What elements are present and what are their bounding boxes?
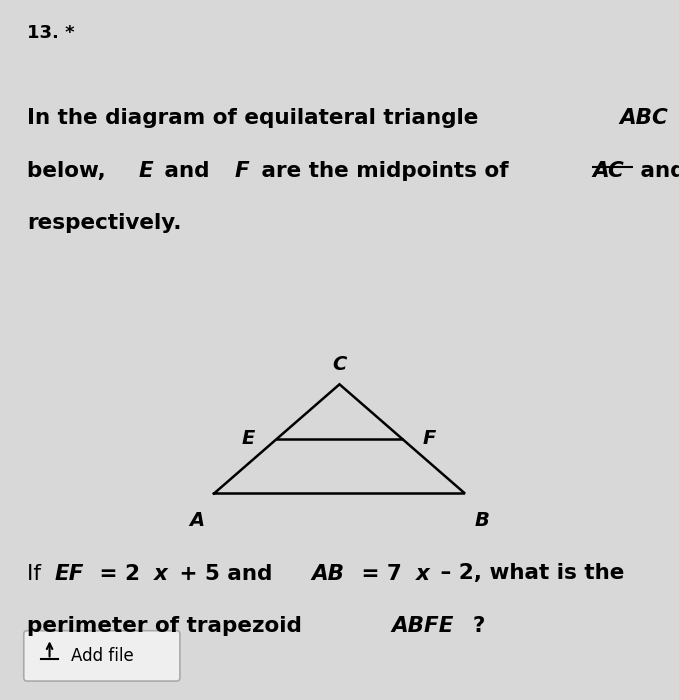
Text: E: E [139,161,153,181]
Text: perimeter of trapezoid: perimeter of trapezoid [27,616,310,636]
Text: ABC: ABC [619,108,668,129]
Text: + 5 and: + 5 and [172,564,280,584]
Text: A: A [189,510,204,530]
Text: AB: AB [311,564,344,584]
Text: ABFE: ABFE [392,616,454,636]
Text: E: E [242,429,255,449]
Text: x: x [416,564,429,584]
Text: If: If [27,564,48,584]
Text: – 2, what is the: – 2, what is the [433,564,625,584]
Text: 13. *: 13. * [27,25,75,43]
Text: are the midpoints of: are the midpoints of [254,161,516,181]
Text: EF: EF [54,564,84,584]
Text: respectively.: respectively. [27,214,182,234]
Text: C: C [333,355,346,374]
Text: and: and [158,161,217,181]
Text: = 7: = 7 [354,564,402,584]
Text: = 2: = 2 [92,564,140,584]
Text: F: F [423,429,436,449]
Text: below,: below, [27,161,113,181]
Text: and: and [633,161,679,181]
Text: F: F [235,161,250,181]
Text: B: B [475,510,490,530]
Text: ?: ? [472,616,485,636]
Text: In the diagram of equilateral triangle: In the diagram of equilateral triangle [27,108,486,129]
Text: Add file: Add file [71,647,134,665]
Text: AC: AC [592,161,624,181]
Text: x: x [154,564,168,584]
FancyBboxPatch shape [24,631,180,681]
